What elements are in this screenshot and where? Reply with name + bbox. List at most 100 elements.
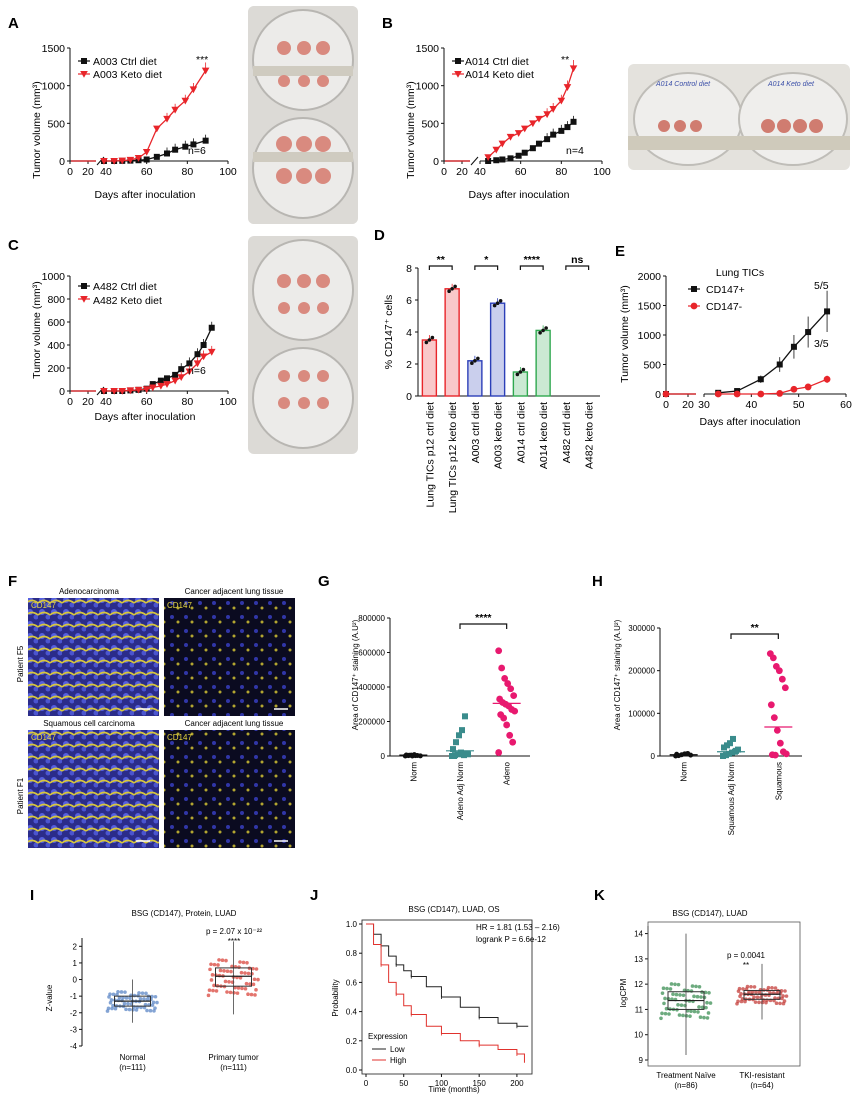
chart-K-point [741,987,745,991]
chart-B-point [493,157,500,164]
chart-B-point [499,156,506,163]
chart-e-ytick-label: 500 [643,360,661,372]
chart-B-xtick-label: 40 [474,166,486,178]
chart-I-point [145,997,150,1001]
chart-C-xtick-label: 20 [82,396,94,408]
chart-I-point [241,960,246,965]
chart-C-point [157,382,165,390]
chart-C-ytick-label: 400 [47,340,65,352]
chart-I-point [126,1001,130,1006]
chart-I-point [107,995,111,999]
chart-H-point [770,714,778,721]
chart-I-point [208,967,212,972]
chart-e-ylabel: Tumor volume (mm³) [619,285,631,383]
chart-j-xtick-label: 100 [435,1079,449,1088]
chart-j-legend-title: Expression [368,1032,408,1041]
chart-H-point [767,701,775,709]
chart-d-bar [467,360,483,397]
chart-I-point [132,993,137,998]
chart-d-category-label: A003 keto diet [493,402,505,469]
chart-K-point [676,1003,680,1007]
panel-letter-j: J [310,887,318,904]
chart-I-point [137,991,141,995]
chart-C-xtick-label: 60 [141,396,153,408]
chart-K-point [740,997,745,1001]
chart-A-xtick-label: 0 [67,166,73,178]
chart-K-point [704,1005,708,1010]
chart-G-category-label: Adeno [503,761,512,785]
chart-d-sig-label: * [484,254,489,266]
chart-e-point [714,390,722,398]
chart-K-point [694,984,698,989]
chart-I-point [134,1008,139,1012]
chart-A-xtick-label: 40 [100,166,112,178]
chart-e-ytick-label: 0 [655,389,661,401]
chart-e-series-line-0 [718,310,828,394]
chart-K-point [661,986,666,990]
chart-d-dot [427,338,432,342]
panel-f-svg: Adenocarcinoma Cancer adjacent lung tiss… [16,587,295,848]
chart-I-point [251,966,255,971]
chart-I-point [140,991,145,995]
panel-f-row-f1: Patient F1 [16,777,25,814]
chart-K-point [783,989,787,993]
chart-K-point [664,1006,669,1011]
chart-C-xtick-label: 0 [67,396,73,408]
chart-K-point [660,1011,664,1016]
chart-K-point [695,994,700,999]
chart-K-point [782,999,787,1003]
chart-G-point [417,753,423,759]
chart-d-dot [473,359,477,363]
chart-C-point [208,324,215,331]
chart-d-dot [521,367,526,372]
chart-I-point [243,971,247,975]
chart-I-point [122,1001,127,1006]
photo-c-petri-dishes [248,236,358,454]
chart-I-point [142,997,146,1001]
chart-k-pvalue: p = 0.0041 [727,951,766,960]
chart-I-point [127,1007,132,1012]
chart-k-frame [647,921,801,1067]
chart-I-point [228,990,233,995]
chart-K-point [697,984,702,989]
chart-K-point [754,990,758,994]
chart-B-legend-marker [454,71,462,78]
chart-K-point [739,992,743,996]
chart-e-xtick-label: 20 [682,399,694,411]
chart-I-point [206,993,211,998]
chart-K-point [774,1001,779,1006]
chart-j-ytick-label: 0.6 [346,978,358,987]
chart-I-point [245,960,249,965]
chart-I-point [150,1003,155,1007]
chart-C-legend-marker [81,283,87,289]
chart-a-xlabel: Days after inoculation [95,189,196,201]
chart-K-point [692,994,696,999]
chart-I-point [116,989,120,994]
chart-j-frame [361,919,533,1075]
chart-b-xlabel: Days after inoculation [469,189,570,201]
chart-d-bar [512,371,529,397]
chart-K-point [699,995,703,999]
chart-G-sig-label: **** [475,612,492,624]
chart-A-point [181,97,190,105]
chart-b-legend-ctrl: A014 Ctrl diet [465,56,529,68]
chart-B-point [563,84,572,91]
chart-I-point [207,988,212,993]
chart-B-ytick-label: 0 [433,156,439,168]
chart-I-point [121,995,125,1000]
chart-B-axis-break [470,156,479,166]
chart-K-point [702,1015,706,1020]
panel-f-stain-1: CD147 [31,601,56,610]
chart-H-point [771,751,779,759]
chart-I-ytick-label: 1 [73,959,78,968]
chart-A-point [172,146,179,153]
chart-B-point [492,146,501,154]
micrograph-squamous-adjacent [164,730,295,848]
chart-K-point [690,984,695,988]
chart-I-point [216,963,220,967]
chart-a-ylabel: Tumor volume (mm³) [31,81,43,179]
chart-B-point [569,65,578,73]
chart-K-ytick-label: 9 [639,1056,644,1065]
chart-I-point [145,1008,149,1013]
chart-H-point [730,735,736,742]
